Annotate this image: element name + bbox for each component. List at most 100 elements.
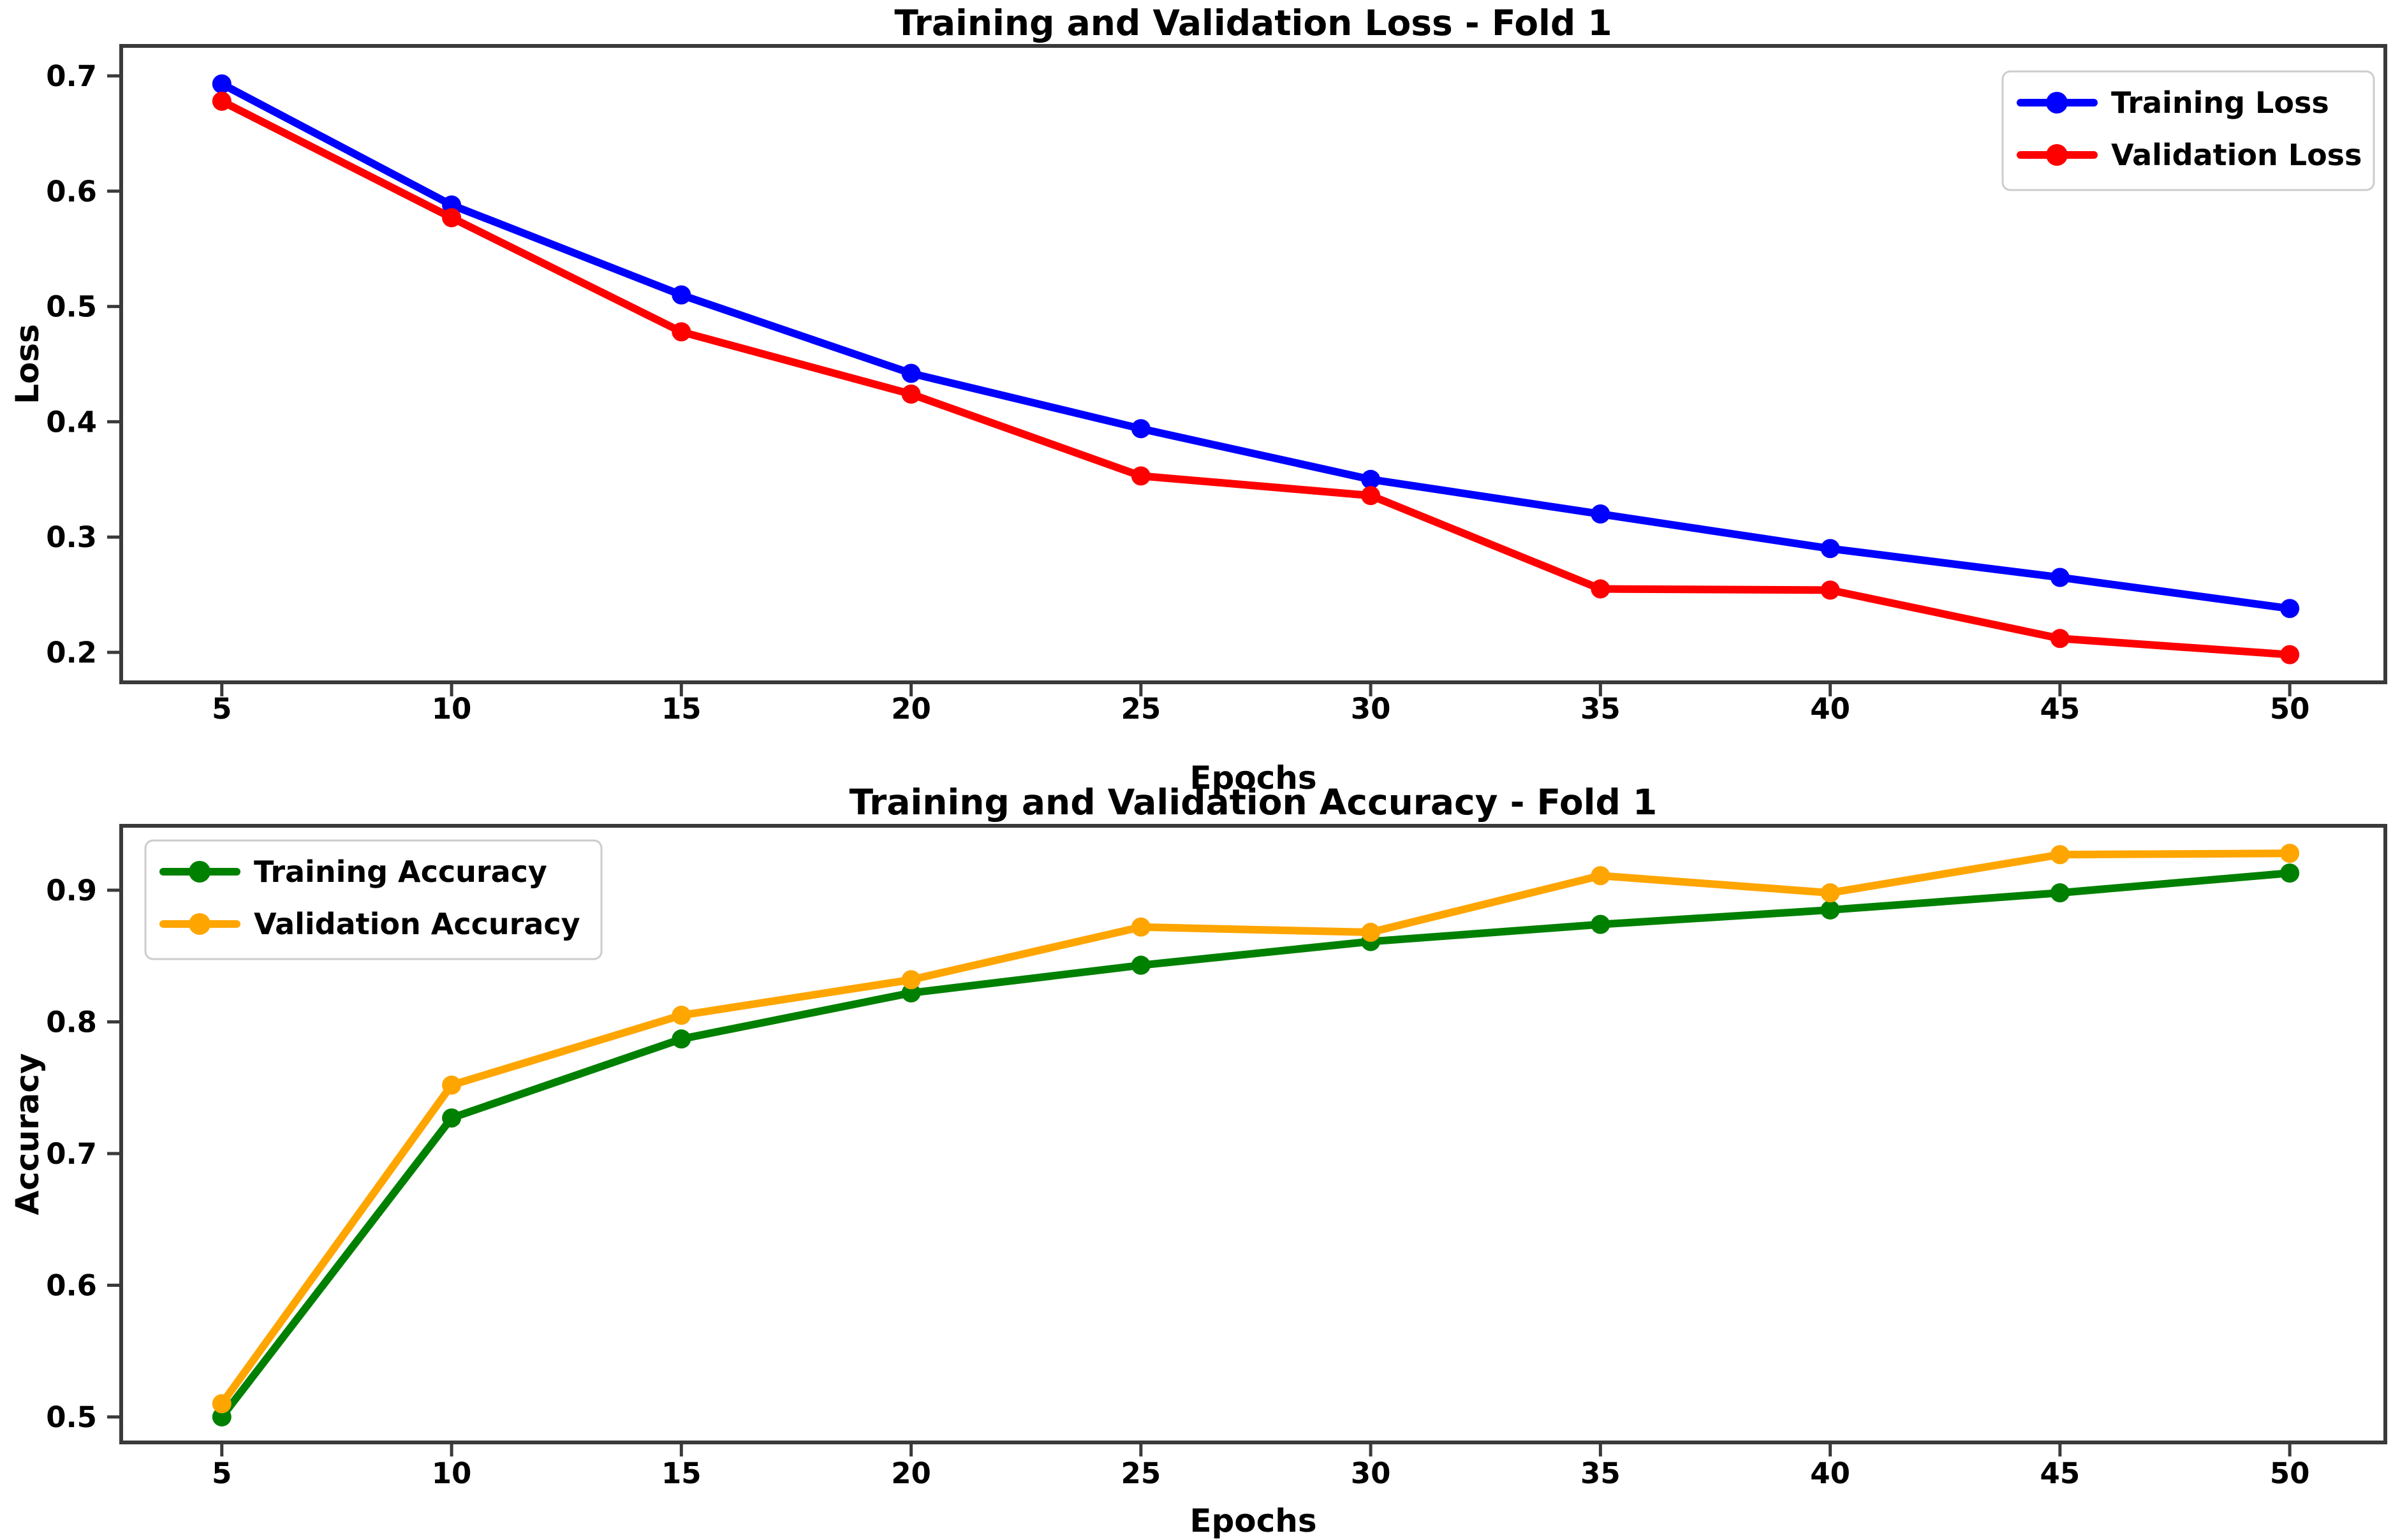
legend-label: Validation Accuracy <box>254 907 580 941</box>
validation-loss-marker <box>672 322 691 342</box>
y-tick-label: 0.6 <box>46 175 97 209</box>
y-tick-label: 0.7 <box>46 1137 97 1171</box>
validation-accuracy-marker <box>1131 917 1151 937</box>
legend-marker-icon <box>189 913 210 935</box>
y-tick-label: 0.4 <box>46 405 97 439</box>
training-accuracy-marker <box>901 983 921 1003</box>
legend-item: Validation Loss <box>2017 138 2362 172</box>
legend-item: Training Loss <box>2017 85 2329 120</box>
training-accuracy-line <box>217 869 2294 1421</box>
x-tick-label: 30 <box>1351 692 1391 726</box>
validation-loss-marker <box>1591 579 1610 599</box>
x-tick-label: 25 <box>1121 1456 1161 1490</box>
y-axis-label: Accuracy <box>9 1053 46 1215</box>
validation-accuracy-marker <box>442 1075 462 1095</box>
x-tick-label: 20 <box>891 1456 931 1490</box>
x-tick-label: 5 <box>212 692 232 726</box>
training-accuracy-marker <box>2050 883 2070 903</box>
training-loss-marker <box>1820 539 1840 559</box>
training-accuracy-marker <box>1820 900 1840 920</box>
legend-box <box>144 839 603 960</box>
validation-accuracy-marker <box>672 1006 691 1025</box>
legend-marker-icon <box>2046 92 2068 114</box>
training-accuracy-marker <box>1131 955 1151 975</box>
y-tick-label: 0.8 <box>46 1005 97 1039</box>
x-tick-label: 50 <box>2270 692 2310 726</box>
training-accuracy-marker <box>212 1407 232 1426</box>
chart-title: Training and Validation Accuracy - Fold … <box>850 782 1658 823</box>
validation-loss-marker <box>1361 486 1381 506</box>
accuracy-chart: 0.5 0.6 0.7 0.8 0.9 5 10 15 20 25 30 35 40 45 50 Traini… <box>9 782 2387 1539</box>
training-loss-marker <box>212 74 232 94</box>
x-tick-label: 40 <box>1810 692 1850 726</box>
validation-accuracy-marker <box>212 1394 232 1414</box>
legend-marker-icon <box>189 861 210 883</box>
y-tick-label: 0.2 <box>46 636 97 670</box>
legend-label: Validation Loss <box>2111 138 2362 172</box>
y-axis-label: Loss <box>9 324 46 404</box>
training-accuracy-markers <box>212 863 2300 1426</box>
validation-loss-marker <box>901 385 921 404</box>
validation-loss-marker <box>2280 645 2300 664</box>
y-tick-label: 0.7 <box>46 59 97 93</box>
validation-loss-marker <box>1820 580 1840 600</box>
training-loss-marker <box>901 363 921 383</box>
x-axis-label: Epochs <box>1189 759 1316 796</box>
training-accuracy-marker <box>672 1029 691 1049</box>
x-tick-label: 5 <box>212 1456 232 1490</box>
training-loss-marker <box>2050 568 2070 587</box>
x-tick-label: 40 <box>1810 1456 1850 1490</box>
training-loss-line <box>217 80 2294 613</box>
legend-item: Validation Accuracy <box>159 907 580 941</box>
x-tick-label: 25 <box>1121 692 1161 726</box>
y-tick-label: 0.3 <box>46 520 97 554</box>
y-tick-label: 0.6 <box>46 1268 97 1302</box>
x-tick-label: 35 <box>1580 1456 1621 1490</box>
validation-loss-marker <box>212 91 232 111</box>
legend: Training Accuracy Validation Accuracy <box>144 839 603 960</box>
training-loss-marker <box>2280 599 2300 619</box>
x-tick-label: 35 <box>1580 692 1621 726</box>
y-tick-label: 0.5 <box>46 290 97 324</box>
training-accuracy-marker <box>2280 863 2300 883</box>
legend-label: Training Loss <box>2111 85 2329 120</box>
training-accuracy-marker <box>442 1108 462 1128</box>
x-tick-label: 10 <box>432 1456 472 1490</box>
x-tick-label: 50 <box>2270 1456 2310 1490</box>
legend-label: Training Accuracy <box>254 854 547 889</box>
y-tick-label: 0.5 <box>46 1400 97 1434</box>
validation-loss-markers <box>212 91 2300 664</box>
training-accuracy-marker <box>1591 914 1610 934</box>
training-loss-marker <box>672 285 691 305</box>
y-tick-label: 0.9 <box>46 874 97 907</box>
x-tick-label: 30 <box>1351 1456 1391 1490</box>
x-tick-label: 45 <box>2040 692 2080 726</box>
validation-loss-marker <box>2050 629 2070 649</box>
x-tick-label: 20 <box>891 692 931 726</box>
validation-accuracy-marker <box>1820 883 1840 903</box>
validation-loss-line <box>217 97 2294 659</box>
legend-item: Training Accuracy <box>159 854 547 889</box>
validation-accuracy-marker <box>2050 845 2070 865</box>
loss-chart: 0.2 0.3 0.4 0.5 0.6 0.7 5 10 15 20 25 30 35 40 45 50 Tra… <box>9 3 2387 796</box>
validation-accuracy-marker <box>901 970 921 990</box>
x-tick-label: 15 <box>661 1456 702 1490</box>
x-tick-label: 15 <box>661 692 702 726</box>
legend-marker-icon <box>2046 144 2068 166</box>
chart-title: Training and Validation Loss - Fold 1 <box>894 3 1612 43</box>
validation-accuracy-marker <box>1361 923 1381 942</box>
x-tick-label: 45 <box>2040 1456 2080 1490</box>
legend: Training Loss Validation Loss <box>2001 70 2375 191</box>
training-loss-marker <box>1591 504 1610 524</box>
validation-loss-marker <box>1131 466 1151 486</box>
x-tick-label: 10 <box>432 692 472 726</box>
validation-accuracy-line <box>217 849 2294 1408</box>
training-loss-marker <box>1131 419 1151 439</box>
training-loss-marker <box>1361 469 1381 489</box>
validation-loss-marker <box>442 208 462 228</box>
x-axis-label: Epochs <box>1189 1502 1316 1539</box>
validation-accuracy-marker <box>2280 844 2300 863</box>
validation-accuracy-marker <box>1591 866 1610 886</box>
